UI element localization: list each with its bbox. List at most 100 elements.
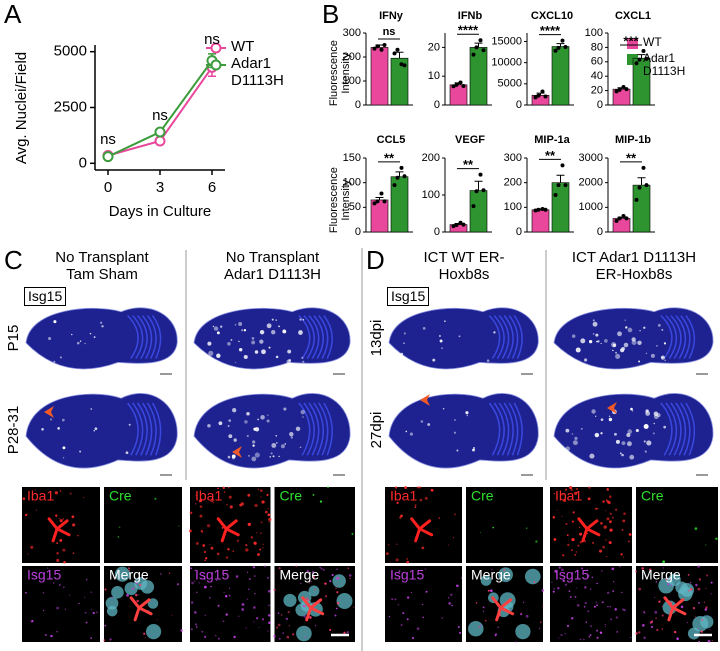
signal-speck [588, 486, 591, 489]
signal-speck [245, 627, 247, 629]
nucleus [515, 623, 531, 640]
signal-speck [156, 619, 158, 621]
signal-speck [389, 561, 391, 563]
brain-outline [25, 393, 178, 469]
signal-spot [246, 411, 250, 416]
signal-speck [203, 550, 207, 554]
signal-speck [227, 548, 230, 551]
signal-speck [613, 580, 615, 583]
signal-speck [202, 544, 206, 547]
signal-spot [233, 438, 237, 442]
signal-speck [236, 539, 240, 543]
row-label: 13dpi [368, 320, 385, 357]
signal-speck [281, 572, 283, 574]
signal-spot [289, 431, 294, 437]
y-tick-label: 3000 [579, 152, 603, 164]
cerebellum-fold [137, 315, 148, 359]
signal-speck [282, 632, 284, 634]
signal-speck [603, 525, 607, 529]
y-tick-label: 20 [428, 41, 440, 53]
signal-spot [125, 451, 129, 455]
signal-speck [128, 567, 130, 570]
y-tick-label: 10 [428, 70, 440, 82]
signal-spot [615, 439, 620, 444]
signal-spot [288, 359, 292, 362]
signal-speck [627, 540, 630, 543]
y-tick-label: 300 [343, 27, 361, 39]
signal-speck [400, 514, 403, 518]
signal-speck [700, 630, 703, 633]
signal-spot [617, 331, 622, 337]
signal-speck [560, 633, 563, 637]
signal-spot [589, 453, 595, 459]
signal-spot [630, 407, 633, 411]
signal-speck [253, 606, 256, 609]
signal-speck [111, 596, 113, 599]
signal-speck [247, 588, 250, 591]
cerebellum-fold [493, 402, 505, 456]
signal-speck [34, 489, 36, 491]
signal-speck [669, 609, 671, 612]
channel-label: Merge [641, 567, 681, 583]
signal-spot [62, 446, 66, 450]
signal-spot [89, 332, 92, 335]
signal-speck [59, 538, 63, 542]
signal-spot [257, 418, 259, 421]
signal-spot [472, 448, 475, 452]
cerebellum-fold [318, 402, 329, 456]
data-point [634, 197, 639, 202]
signal-speck [460, 577, 462, 579]
signal-speck [69, 594, 71, 596]
signal-speck [62, 518, 64, 520]
signal-spot [575, 347, 581, 353]
microglia [410, 517, 434, 543]
signal-spot [231, 456, 235, 460]
signal-speck [336, 591, 339, 594]
signal-spot [409, 432, 413, 436]
signal-speck [307, 599, 310, 602]
signal-spot [79, 450, 82, 453]
y-tick-label: 100 [422, 189, 440, 201]
signal-spot [53, 320, 57, 324]
signal-speck [641, 567, 644, 570]
signal-speck [520, 612, 522, 614]
signal-speck [404, 486, 408, 489]
signal-speck [228, 495, 232, 499]
signal-speck [206, 524, 211, 528]
signal-speck [400, 624, 403, 626]
signal-speck [562, 554, 565, 557]
signal-speck [579, 541, 582, 544]
signal-speck [698, 601, 701, 604]
signal-spot [619, 452, 622, 455]
panel-letter: B [322, 0, 340, 29]
signal-speck [570, 488, 573, 492]
signal-speck [72, 552, 75, 554]
signal-spot [299, 318, 302, 321]
signal-speck [336, 585, 338, 587]
brain-outline [193, 307, 351, 370]
signal-spot [216, 331, 220, 335]
signal-speck [558, 566, 561, 569]
data-point [399, 165, 404, 170]
y-tick-label: 20 [591, 85, 603, 97]
signal-spot [442, 407, 445, 410]
signal-speck [607, 500, 611, 504]
stain-label: Isg15 [24, 287, 67, 307]
signal-speck [540, 621, 542, 623]
signal-speck [228, 487, 230, 489]
signal-speck [320, 567, 323, 570]
signal-speck [686, 621, 689, 624]
error-bar [474, 42, 483, 48]
data-point [533, 208, 538, 213]
signal-speck [650, 625, 654, 629]
signal-speck [204, 614, 206, 617]
bar [551, 46, 570, 106]
data-point [614, 89, 619, 94]
signal-speck [188, 529, 192, 533]
signal-spot [588, 340, 593, 344]
signal-speck [335, 587, 337, 590]
signal-spot [300, 409, 306, 415]
data-point [481, 188, 486, 193]
signal-speck [692, 606, 696, 610]
